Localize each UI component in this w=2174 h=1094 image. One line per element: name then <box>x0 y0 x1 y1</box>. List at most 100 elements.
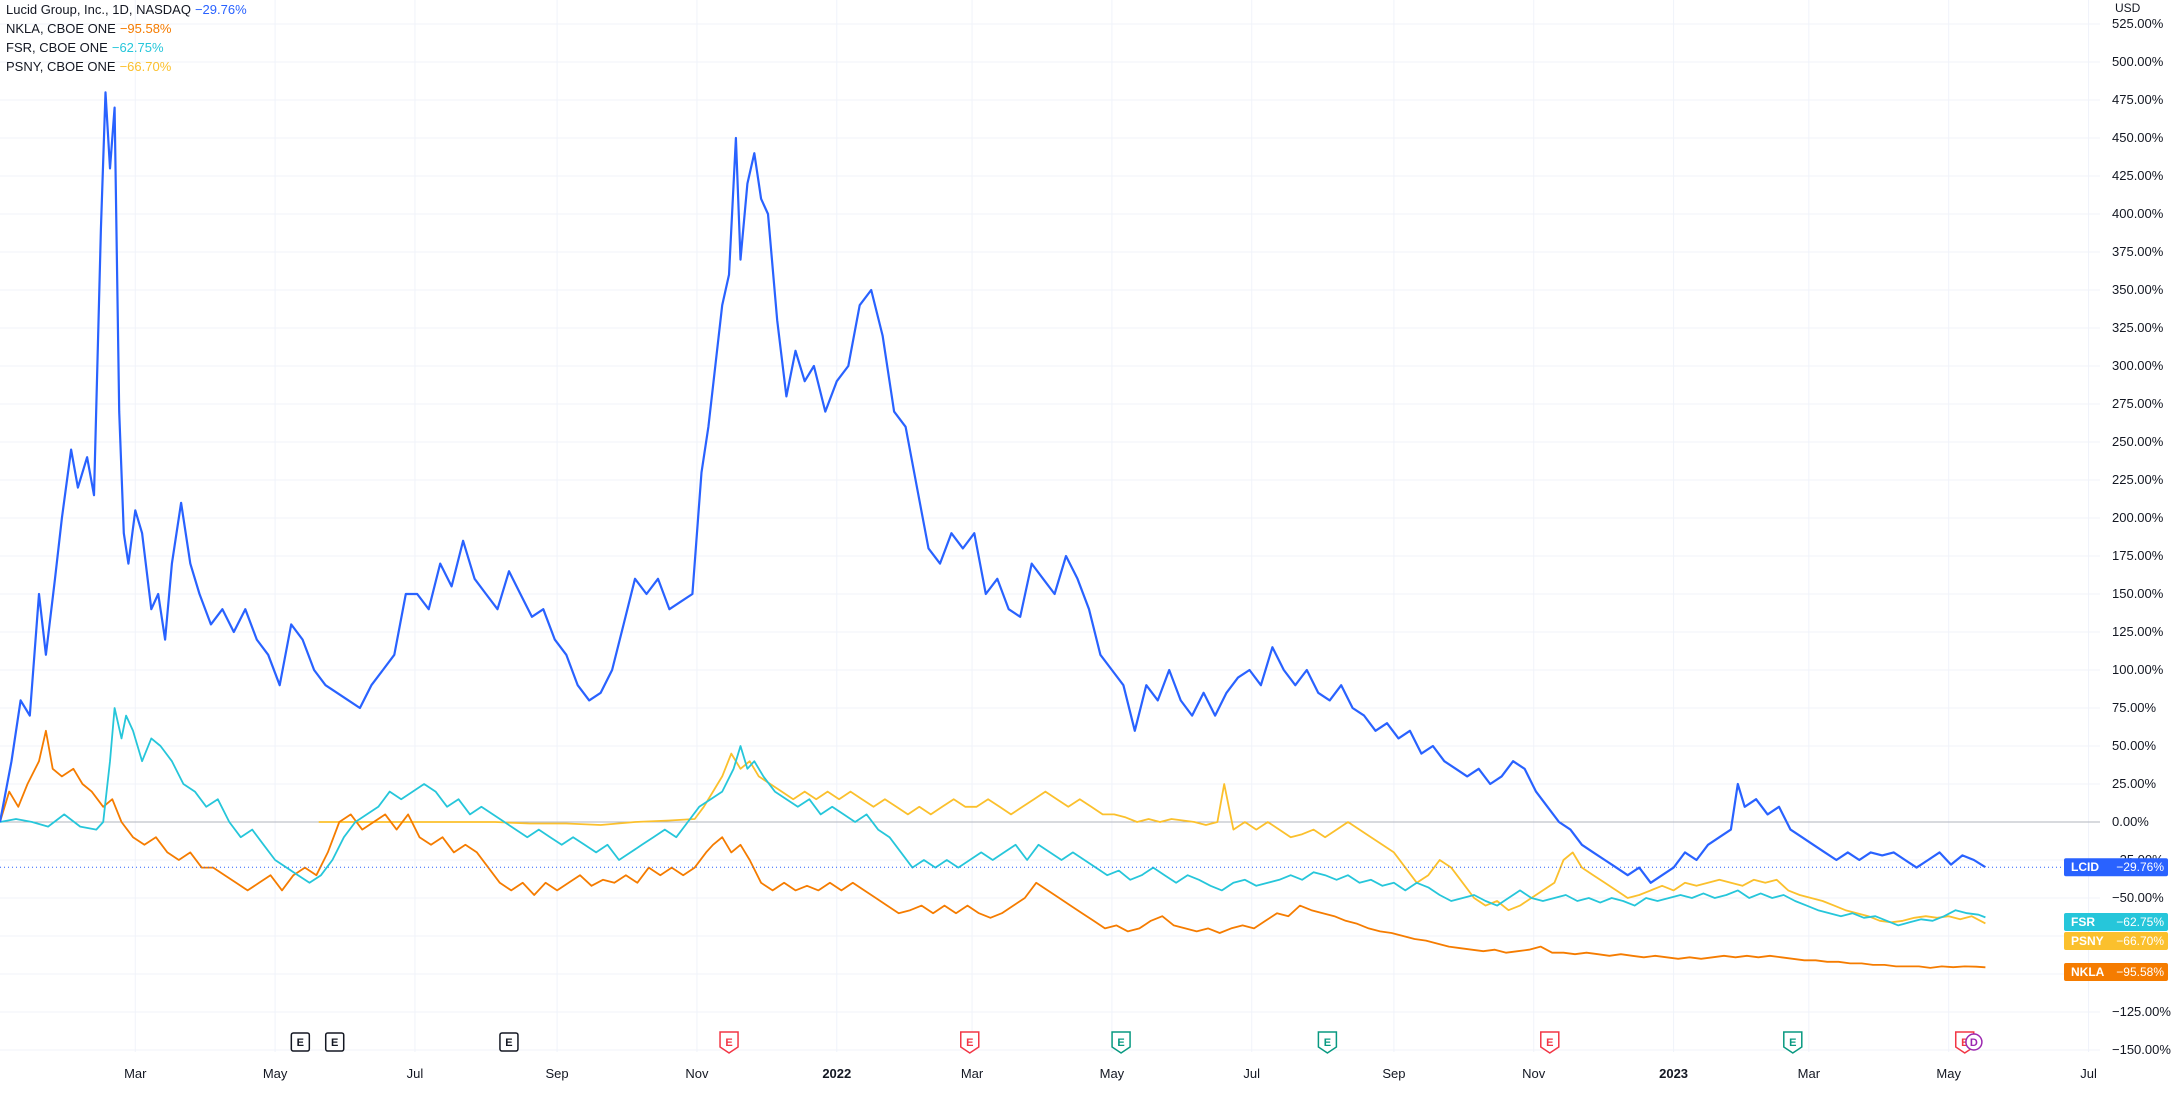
legend-label: FSR, CBOE ONE <box>6 40 108 55</box>
y-tick-label: 475.00% <box>2112 92 2164 107</box>
x-tick-label: Sep <box>546 1066 569 1081</box>
y-tick-label: 350.00% <box>2112 282 2164 297</box>
earnings-icon <box>499 1032 519 1052</box>
marker-letter: E <box>1546 1037 1553 1049</box>
legend-change: −62.75% <box>111 40 164 55</box>
earnings-marker[interactable]: E <box>960 1031 980 1054</box>
y-tick-label: 50.00% <box>2112 738 2157 753</box>
price-tag-lcid: LCID −29.76% <box>2064 858 2168 877</box>
price-tag-symbol: FSR <box>2071 915 2095 929</box>
marker-letter: E <box>725 1037 732 1049</box>
price-tag-symbol: NKLA <box>2071 965 2105 979</box>
y-tick-label: 250.00% <box>2112 434 2164 449</box>
price-tag-value: −29.76% <box>2116 860 2164 874</box>
earnings-icon <box>719 1031 739 1054</box>
y-tick-label: 150.00% <box>2112 586 2164 601</box>
x-tick-label: Jul <box>2080 1066 2097 1081</box>
legend-item-nkla[interactable]: NKLA, CBOE ONE −95.58% <box>6 19 247 38</box>
x-tick-label: 2023 <box>1659 1066 1688 1081</box>
marker-letter: E <box>1117 1037 1124 1049</box>
y-tick-label: 275.00% <box>2112 396 2164 411</box>
earnings-marker[interactable]: E <box>719 1031 739 1054</box>
y-tick-label: 375.00% <box>2112 244 2164 259</box>
earnings-icon <box>1540 1031 1560 1054</box>
y-tick-label: −50.00% <box>2112 890 2164 905</box>
price-tag-value: −62.75% <box>2116 915 2164 929</box>
y-tick-label: −125.00% <box>2112 1004 2171 1019</box>
earnings-marker[interactable]: E <box>1540 1031 1560 1054</box>
marker-letter: E <box>966 1037 973 1049</box>
earnings-marker[interactable]: E <box>499 1032 519 1052</box>
marker-letter: E <box>505 1037 512 1049</box>
legend-label: PSNY, CBOE ONE <box>6 59 116 74</box>
y-tick-label: 200.00% <box>2112 510 2164 525</box>
x-tick-label: 2022 <box>822 1066 851 1081</box>
x-tick-label: May <box>1100 1066 1125 1081</box>
price-tag-psny: PSNY −66.70% <box>2064 932 2168 950</box>
y-tick-label: 75.00% <box>2112 700 2157 715</box>
x-tick-label: Sep <box>1382 1066 1405 1081</box>
legend-item-psny[interactable]: PSNY, CBOE ONE −66.70% <box>6 57 247 76</box>
y-tick-label: 100.00% <box>2112 662 2164 677</box>
x-tick-label: Mar <box>1798 1066 1821 1081</box>
earnings-marker[interactable]: E <box>290 1032 311 1052</box>
legend: Lucid Group, Inc., 1D, NASDAQ −29.76% NKL… <box>6 0 247 76</box>
y-tick-label: −150.00% <box>2112 1042 2171 1057</box>
marker-letter: E <box>1324 1037 1331 1049</box>
y-tick-label: 450.00% <box>2112 130 2164 145</box>
earnings-icon <box>324 1032 345 1052</box>
price-tag-bg <box>2064 858 2168 877</box>
y-tick-label: 300.00% <box>2112 358 2164 373</box>
x-tick-label: May <box>1936 1066 1961 1081</box>
earnings-icon <box>960 1031 980 1054</box>
earnings-marker[interactable]: E <box>1111 1031 1131 1054</box>
x-tick-label: Mar <box>961 1066 984 1081</box>
marker-letter: D <box>1970 1037 1978 1049</box>
price-tag-bg <box>2064 913 2168 931</box>
dividend-marker[interactable]: D <box>1965 1033 1983 1051</box>
series-line-nkla[interactable] <box>0 729 1986 969</box>
earnings-marker[interactable]: E <box>324 1032 345 1052</box>
legend-change: −66.70% <box>119 59 172 74</box>
legend-label: Lucid Group, Inc., 1D, NASDAQ <box>6 2 191 17</box>
y-tick-label: 500.00% <box>2112 54 2164 69</box>
earnings-icon <box>1317 1031 1338 1054</box>
price-tag-value: −66.70% <box>2116 934 2164 948</box>
currency-label: USD <box>2115 1 2141 15</box>
price-tag-bg <box>2064 963 2168 981</box>
y-tick-label: 0.00% <box>2112 814 2149 829</box>
y-tick-label: 25.00% <box>2112 776 2157 791</box>
x-tick-label: May <box>263 1066 288 1081</box>
dividend-icon <box>1965 1033 1983 1051</box>
earnings-icon <box>1111 1031 1131 1054</box>
earnings-marker[interactable]: E <box>1317 1031 1338 1054</box>
earnings-icon <box>290 1032 311 1052</box>
price-tag-fsr: FSR −62.75% <box>2064 913 2168 931</box>
legend-item-fsr[interactable]: FSR, CBOE ONE −62.75% <box>6 38 247 57</box>
series-line-fsr[interactable] <box>0 707 1986 927</box>
legend-item-lcid[interactable]: Lucid Group, Inc., 1D, NASDAQ −29.76% <box>6 0 247 19</box>
y-tick-label: 525.00% <box>2112 16 2164 31</box>
x-tick-label: Nov <box>1522 1066 1546 1081</box>
legend-change: −29.76% <box>194 2 247 17</box>
marker-letter: E <box>1961 1037 1968 1049</box>
x-tick-label: Jul <box>407 1066 424 1081</box>
series-line-lcid[interactable] <box>0 91 1986 884</box>
x-tick-label: Jul <box>1243 1066 1260 1081</box>
y-tick-label: 425.00% <box>2112 168 2164 183</box>
price-tag-symbol: LCID <box>2071 860 2099 874</box>
earnings-marker[interactable]: E <box>1783 1031 1803 1054</box>
price-tag-bg <box>2064 932 2168 950</box>
series-line-psny[interactable] <box>318 752 1986 925</box>
price-tag-symbol: PSNY <box>2071 934 2104 948</box>
marker-letter: E <box>297 1037 304 1049</box>
y-tick-label: 125.00% <box>2112 624 2164 639</box>
price-tag-nkla: NKLA −95.58% <box>2064 963 2168 981</box>
x-tick-label: Mar <box>124 1066 147 1081</box>
y-tick-label: 400.00% <box>2112 206 2164 221</box>
price-tag-value: −95.58% <box>2116 965 2164 979</box>
y-tick-label: 325.00% <box>2112 320 2164 335</box>
earnings-icon <box>1783 1031 1803 1054</box>
